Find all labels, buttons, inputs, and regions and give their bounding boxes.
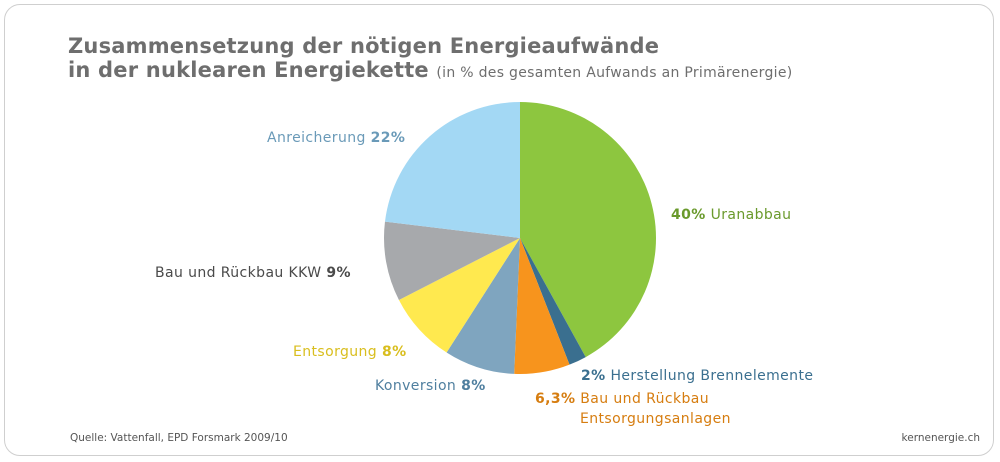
value-uranabbau: 40% — [671, 207, 706, 223]
label-bau-rueckbau-kkw: Bau und Rückbau KKW 9% — [155, 263, 351, 283]
value-bau-rueckbau-kkw: 9% — [326, 265, 351, 281]
label-uranabbau: 40% Uranabbau — [671, 205, 791, 225]
chart-subtitle: (in % des gesamten Aufwands an Primärene… — [436, 65, 793, 81]
value-herstellung-brennelemente: 2% — [581, 368, 606, 384]
pie-slice-bau-und-rückbau-kkw — [383, 221, 520, 300]
label-entsorgung: Entsorgung 8% — [293, 342, 407, 362]
label-herstellung-brennelemente: 2% Herstellung Brennelemente — [581, 366, 813, 386]
label-konversion: Konversion 8% — [375, 376, 486, 396]
name-bau-rueckbau-kkw: Bau und Rückbau KKW — [155, 265, 322, 281]
title-line-1: Zusammensetzung der nötigen Energieaufwä… — [68, 34, 660, 58]
pie-slice-konversion — [446, 238, 520, 374]
chart-title: Zusammensetzung der nötigen Energieaufwä… — [68, 34, 793, 85]
source-note: Quelle: Vattenfall, EPD Forsmark 2009/10 — [70, 432, 288, 444]
brand-link[interactable]: kernenergie.ch — [901, 432, 980, 444]
pie-slice-bau-und-rückbau-entsorgungsanlagen — [514, 238, 570, 375]
pie-slice-anreicherung — [384, 102, 520, 238]
name-bau-rueckbau-entsorgungsanlagen-line1: Bau und Rückbau — [580, 391, 710, 407]
value-anreicherung: 22% — [370, 130, 406, 146]
name-anreicherung: Anreicherung — [267, 130, 366, 146]
name-entsorgung: Entsorgung — [293, 344, 378, 360]
pie-slice-herstellung-brennelemente — [520, 238, 586, 365]
label-anreicherung: Anreicherung 22% — [267, 128, 405, 148]
title-line-2-text: in der nuklearen Energiekette — [68, 58, 429, 82]
value-bau-rueckbau-entsorgungsanlagen: 6,3% — [535, 391, 576, 407]
name-herstellung-brennelemente: Herstellung Brennelemente — [610, 368, 814, 384]
title-line-2: in der nuklearen Energiekette (in % des … — [68, 58, 793, 85]
name-bau-rueckbau-entsorgungsanlagen-line2: Entsorgungsanlagen — [580, 411, 731, 427]
label-bau-rueckbau-entsorgungsanlagen: 6,3% Bau und Rückbau Entsorgungsanlagen — [535, 389, 731, 429]
pie-slice-entsorgung — [398, 238, 520, 353]
name-konversion: Konversion — [375, 378, 457, 394]
value-konversion: 8% — [461, 378, 486, 394]
name-uranabbau: Uranabbau — [710, 207, 792, 223]
value-entsorgung: 8% — [381, 344, 407, 360]
pie-slice-uranabbau — [520, 102, 657, 358]
